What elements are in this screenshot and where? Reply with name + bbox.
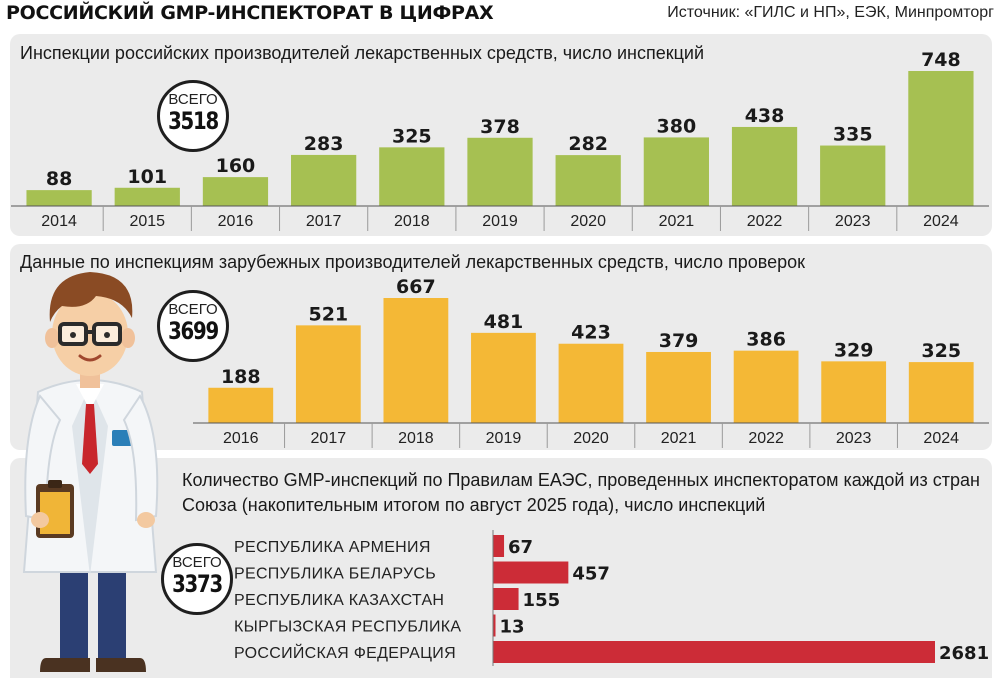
tick-label-2016: 2016 (218, 213, 254, 230)
data-label-2016: 160 (216, 155, 256, 177)
data-label-4: 2681 (939, 643, 989, 664)
data-label-2020: 282 (568, 133, 608, 155)
bar-2019 (467, 137, 533, 206)
data-label-2019: 378 (480, 116, 520, 138)
bar-2018 (383, 298, 449, 423)
tick-label-2021: 2021 (661, 430, 697, 447)
data-label-3: 13 (500, 617, 525, 638)
data-label-2023: 335 (833, 124, 873, 146)
bar-chart-eaeu: РЕСПУБЛИКА АРМЕНИЯ 67 РЕСПУБЛИКА БЕЛАРУСЬ 4… (234, 530, 989, 666)
bar-2020 (558, 343, 624, 423)
tick-label-2022: 2022 (748, 430, 784, 447)
chart-title-foreign: Данные по инспекциям зарубежных производ… (20, 252, 806, 272)
bar-2016 (208, 387, 274, 423)
bar-1 (493, 561, 569, 584)
bar-0 (493, 535, 505, 557)
data-label-2022: 438 (745, 105, 785, 127)
total-badge-label: ВСЕГО (168, 91, 218, 108)
bar-2014 (26, 190, 92, 206)
data-label-2017: 521 (308, 303, 348, 325)
category-label: КЫРГЫЗСКАЯ РЕСПУБЛИКА (234, 619, 461, 636)
bar-2021 (646, 351, 711, 423)
bar-chart-russian: 88 2014 101 2015 160 2016 283 2017 325 2018 378 201… (11, 49, 989, 231)
total-badge-value: 3373 (172, 570, 223, 598)
data-label-2018: 667 (396, 276, 436, 298)
data-label-2020: 423 (571, 322, 611, 344)
pharmacist-illustration (22, 272, 159, 672)
bar-2021 (643, 137, 709, 206)
tick-label-2014: 2014 (41, 213, 77, 230)
data-label-0: 67 (508, 537, 533, 558)
tick-label-2024: 2024 (923, 213, 959, 230)
bar-2016 (202, 177, 269, 206)
data-label-2015: 101 (127, 166, 167, 188)
total-badge-foreign: ВСЕГО 3699 (157, 290, 229, 362)
tick-label-2018: 2018 (398, 430, 434, 447)
tick-label-2019: 2019 (482, 213, 518, 230)
data-label-2024: 325 (921, 340, 961, 362)
bar-2020 (555, 155, 621, 206)
category-label: РЕСПУБЛИКА БЕЛАРУСЬ (234, 566, 436, 583)
tick-label-2021: 2021 (659, 213, 695, 230)
bar-2019 (471, 332, 536, 423)
bar-2024 (908, 362, 974, 423)
panel-foreign-inspections: Данные по инспекциям зарубежных производ… (10, 244, 992, 450)
data-label-2019: 481 (484, 311, 524, 333)
tick-label-2015: 2015 (129, 213, 165, 230)
tick-label-2016: 2016 (223, 430, 259, 447)
bar-4 (493, 641, 935, 663)
bar-2018 (379, 147, 445, 206)
data-label-1: 457 (572, 564, 610, 585)
data-label-2017: 283 (304, 133, 344, 155)
bar-2017 (295, 325, 361, 423)
tick-label-2019: 2019 (486, 430, 522, 447)
tick-label-2018: 2018 (394, 213, 430, 230)
total-badge-value: 3699 (168, 317, 219, 345)
bar-2 (493, 588, 519, 610)
data-label-2024: 748 (921, 49, 961, 71)
bar-3 (493, 614, 496, 637)
data-label-2016: 188 (221, 366, 261, 388)
panel-russian-inspections: Инспекции российских производителей лека… (10, 34, 992, 236)
tick-label-2022: 2022 (747, 213, 783, 230)
bar-2023 (820, 145, 886, 206)
data-label-2021: 379 (659, 330, 699, 352)
tick-label-2024: 2024 (923, 430, 959, 447)
total-badge-eaeu: ВСЕГО 3373 (161, 543, 233, 615)
total-badge-russian: ВСЕГО 3518 (157, 80, 229, 152)
total-badge-value: 3518 (168, 107, 219, 135)
total-badge-label: ВСЕГО (172, 554, 222, 571)
tick-label-2020: 2020 (573, 430, 609, 447)
bar-2024 (908, 71, 974, 206)
source-note: Источник: «ГИЛС и НП», ЕЭК, Минпромторг (667, 4, 994, 21)
panel-eaeu-inspections: Количество GMP-инспекций по Правилам ЕАЭ… (10, 458, 992, 678)
data-label-2023: 329 (834, 339, 874, 361)
page-title: РОССИЙСКИЙ GMP-ИНСПЕКТОРАТ В ЦИФРАХ (6, 2, 494, 24)
data-label-2: 155 (523, 590, 561, 611)
chart-title-eaeu: Количество GMP-инспекций по Правилам ЕАЭ… (182, 470, 980, 515)
tick-label-2023: 2023 (836, 430, 872, 447)
category-label: РЕСПУБЛИКА КАЗАХСТАН (234, 592, 444, 609)
bar-2022 (731, 126, 798, 206)
data-label-2022: 386 (746, 329, 786, 351)
data-label-2014: 88 (46, 168, 72, 190)
chart-title-russian: Инспекции российских производителей лека… (20, 43, 704, 63)
bar-chart-foreign: 188 2016 521 2017 667 2018 481 2019 423 2020 379 20… (193, 276, 989, 448)
tick-label-2023: 2023 (835, 213, 871, 230)
tick-label-2017: 2017 (306, 213, 342, 230)
total-badge-label: ВСЕГО (168, 301, 218, 318)
tick-label-2020: 2020 (570, 213, 606, 230)
tick-label-2017: 2017 (311, 430, 347, 447)
data-label-2021: 380 (657, 115, 697, 137)
bar-2015 (114, 187, 180, 206)
bar-2017 (291, 154, 357, 206)
category-label: РОССИЙСКАЯ ФЕДЕРАЦИЯ (234, 643, 456, 662)
data-label-2018: 325 (392, 125, 432, 147)
bar-2022 (733, 350, 799, 423)
bar-2023 (821, 361, 887, 423)
category-label: РЕСПУБЛИКА АРМЕНИЯ (234, 539, 431, 556)
